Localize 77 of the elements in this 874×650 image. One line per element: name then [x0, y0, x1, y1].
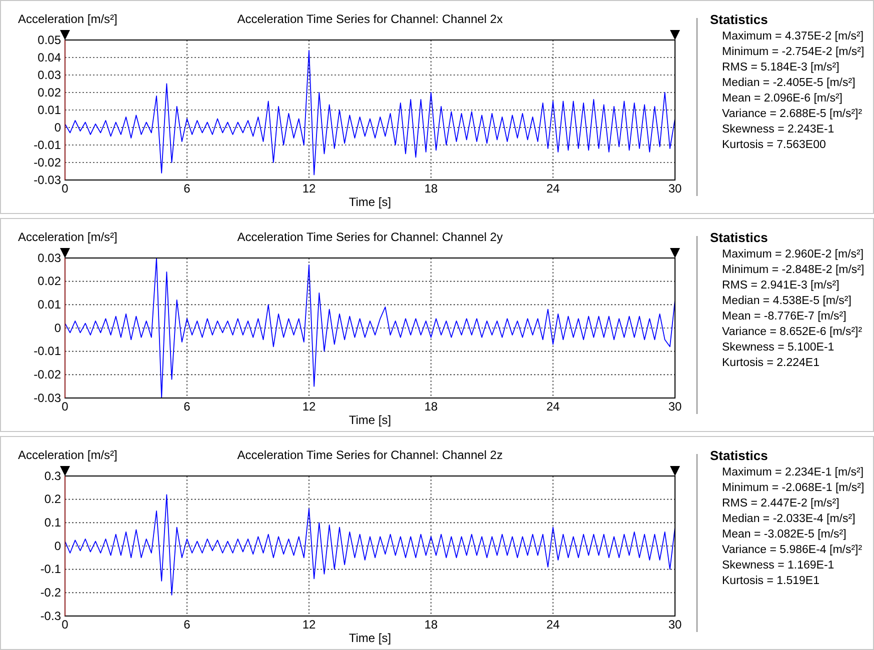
x-tick-label: 24 — [546, 182, 560, 196]
x-tick-label: 18 — [424, 182, 438, 196]
text: Skewness = 1.169E-1 — [722, 560, 834, 572]
text: RMS = 2.447E-2 [m/s²] — [722, 498, 840, 510]
x-tick-label: 30 — [668, 182, 682, 196]
y-axis-title: Acceleration [m/s²] — [18, 12, 118, 26]
y-tick-label: 0.02 — [38, 274, 62, 288]
text: Mean = -8.776E-7 [m/s²] — [722, 310, 846, 322]
x-tick-label: 24 — [546, 400, 560, 414]
y-tick-label: 0.01 — [38, 102, 62, 117]
y-tick-label: 0 — [54, 120, 62, 134]
text: Kurtosis = 1.519E1 — [722, 575, 820, 587]
y-tick-label: 0.04 — [38, 50, 62, 64]
text: Minimum = -2.068E-1 [m/s²] — [722, 482, 864, 494]
x-tick-label: 12 — [302, 400, 316, 414]
text: Skewness = 2.243E-1 — [722, 124, 834, 136]
y-tick-label: 0.05 — [38, 32, 62, 47]
y-tick-label: -0.01 — [34, 138, 62, 152]
y-tick-label: -0.02 — [34, 155, 62, 170]
chart-title: Acceleration Time Series for Channel: Channel 2y — [237, 230, 503, 244]
y-tick-label: 0 — [54, 320, 62, 335]
x-axis-title: Time [s] — [348, 631, 392, 645]
y-axis-title: Acceleration [m/s²] — [18, 448, 118, 462]
text: Skewness = 5.100E-1 — [722, 342, 834, 354]
text: Statistics — [710, 230, 768, 245]
text: Median = -2.033E-4 [m/s²] — [722, 513, 856, 525]
text: Median = -2.405E-5 [m/s²] — [722, 77, 856, 89]
text: RMS = 2.941E-3 [m/s²] — [722, 280, 840, 292]
text: Mean = 2.096E-6 [m/s²] — [722, 92, 842, 104]
y-tick-label: 0.03 — [38, 250, 62, 265]
x-tick-label: 6 — [184, 182, 191, 196]
text: Kurtosis = 7.563E00 — [722, 139, 826, 151]
y-tick-label: -0.2 — [40, 586, 62, 600]
line-series — [64, 494, 676, 596]
text: Statistics — [710, 448, 768, 463]
x-tick-label: 12 — [302, 182, 316, 196]
y-tick-label: 0.3 — [44, 468, 62, 483]
text: Minimum = -2.754E-2 [m/s²] — [722, 46, 864, 58]
x-tick-label: 6 — [184, 400, 191, 414]
text: Kurtosis = 2.224E1 — [722, 357, 820, 369]
text: RMS = 5.184E-3 [m/s²] — [722, 62, 840, 74]
text: Mean = -3.082E-5 [m/s²] — [722, 528, 846, 540]
text: Minimum = -2.848E-2 [m/s²] — [722, 264, 864, 276]
x-tick-label: 6 — [184, 618, 191, 632]
text: Variance = 8.652E-6 [m/s²]² — [722, 326, 862, 338]
text: Maximum = 2.234E-1 [m/s²] — [722, 466, 864, 478]
y-tick-label: 0.2 — [44, 492, 62, 506]
chart-title: Acceleration Time Series for Channel: Channel 2z — [237, 448, 503, 462]
text: Maximum = 4.375E-2 [m/s²] — [722, 30, 864, 42]
y-tick-label: 0.1 — [44, 516, 62, 530]
text: Median = 4.538E-5 [m/s²] — [722, 295, 852, 307]
x-tick-label: 30 — [668, 400, 682, 414]
text: Variance = 2.688E-5 [m/s²]² — [722, 108, 862, 120]
x-tick-label: 18 — [424, 400, 438, 414]
x-tick-label: 18 — [424, 618, 438, 632]
y-tick-label: 0.01 — [38, 298, 62, 312]
line-series — [64, 258, 676, 398]
y-tick-label: -0.1 — [40, 562, 62, 576]
y-tick-label: -0.02 — [34, 368, 62, 382]
chart-title: Acceleration Time Series for Channel: Channel 2x — [237, 12, 503, 26]
y-tick-label: 0.02 — [38, 85, 62, 100]
text: Maximum = 2.960E-2 [m/s²] — [722, 248, 864, 260]
x-axis-title: Time [s] — [348, 413, 392, 427]
y-tick-label: -0.3 — [40, 608, 62, 623]
x-tick-label: 30 — [668, 618, 682, 632]
y-tick-label: -0.03 — [34, 172, 62, 187]
line-series — [64, 50, 676, 176]
y-axis-title: Acceleration [m/s²] — [18, 230, 118, 244]
y-tick-label: -0.03 — [34, 390, 62, 405]
x-tick-label: 12 — [302, 618, 316, 632]
x-axis-title: Time [s] — [348, 195, 392, 209]
x-tick-label: 24 — [546, 618, 560, 632]
y-tick-label: 0 — [54, 538, 62, 553]
y-tick-label: 0.03 — [38, 68, 62, 82]
text: Variance = 5.986E-4 [m/s²]² — [722, 544, 862, 556]
text: Statistics — [710, 12, 768, 27]
y-tick-label: -0.01 — [34, 344, 62, 358]
